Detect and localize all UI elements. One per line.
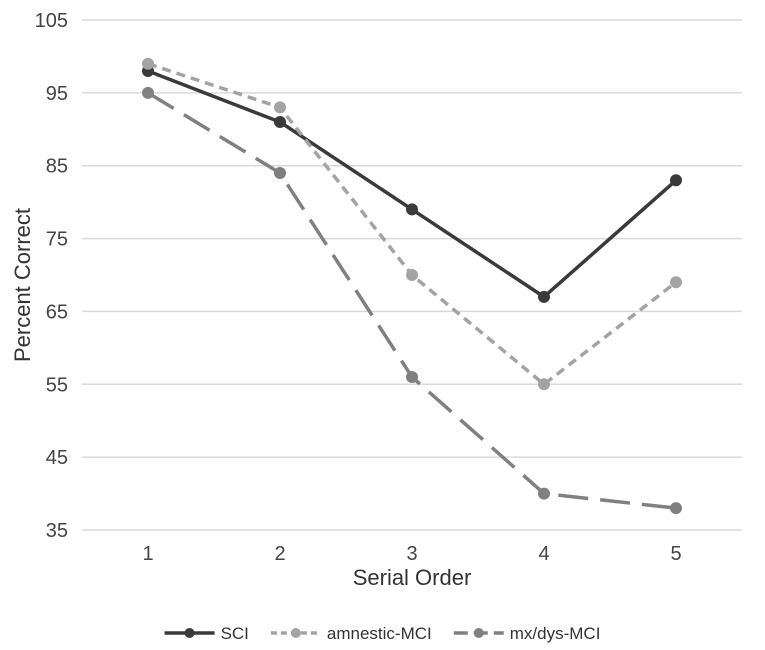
y-axis-title: Percent Correct — [10, 208, 35, 362]
data-point-sci — [406, 203, 418, 216]
legend-marker — [290, 628, 301, 638]
legend: SCI amnestic-MCI mx/dys-MCI — [164, 624, 601, 643]
x-axis-title: Serial Order — [353, 565, 472, 590]
y-tick-label: 85 — [46, 156, 68, 178]
data-point-sci — [538, 290, 550, 303]
gridlines — [82, 19, 742, 531]
y-tick-label: 95 — [46, 83, 68, 105]
data-point-amnestic-mci — [406, 269, 418, 281]
y-tick-label: 45 — [46, 447, 68, 469]
legend-label: SCI — [221, 624, 249, 643]
series-line-mx-dys-mci — [147, 91, 677, 510]
x-tick-label: 3 — [406, 543, 417, 565]
data-point-mx-dys-mci — [406, 371, 418, 383]
data-point-sci — [274, 116, 286, 128]
data-point-amnestic-mci — [142, 57, 154, 70]
y-tick-label: 105 — [35, 10, 68, 32]
y-tick-label: 35 — [46, 520, 68, 542]
series-line-amnestic-mci — [147, 62, 678, 387]
legend-item-amnestic-mci: amnestic-MCI — [270, 624, 432, 643]
data-point-mx-dys-mci — [538, 487, 550, 500]
x-tick-label: 1 — [142, 543, 153, 565]
data-point-amnestic-mci — [274, 101, 286, 114]
x-axis-ticks: 1 2 3 4 5 — [142, 543, 681, 565]
legend-item-mx-dys-mci: mx/dys-MCI — [453, 624, 601, 643]
y-tick-label: 55 — [46, 374, 68, 396]
series-points — [142, 57, 682, 515]
legend-label: amnestic-MCI — [327, 624, 432, 643]
data-point-mx-dys-mci — [142, 86, 154, 99]
series-lines — [147, 62, 678, 510]
legend-marker — [473, 628, 484, 638]
data-point-amnestic-mci — [538, 378, 550, 391]
series-line-sci — [147, 69, 678, 299]
legend-label: mx/dys-MCI — [510, 624, 601, 643]
y-tick-label: 75 — [46, 229, 68, 251]
data-point-mx-dys-mci — [274, 167, 286, 179]
legend-marker — [184, 628, 195, 638]
x-tick-label: 5 — [670, 543, 681, 565]
legend-item-sci: SCI — [164, 624, 249, 643]
data-point-amnestic-mci — [670, 276, 682, 289]
y-axis-ticks: 35 45 55 65 75 85 95 105 — [35, 10, 68, 542]
data-point-sci — [670, 174, 682, 187]
x-tick-label: 4 — [538, 543, 549, 565]
y-tick-label: 65 — [46, 301, 68, 323]
x-tick-label: 2 — [274, 543, 285, 565]
data-point-mx-dys-mci — [670, 502, 682, 515]
